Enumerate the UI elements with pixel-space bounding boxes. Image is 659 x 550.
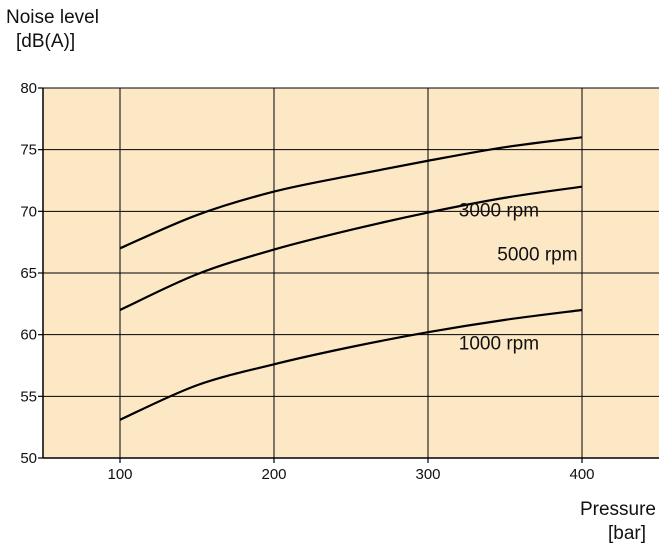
series-label-1000-rpm: 1000 rpm <box>459 333 539 354</box>
axes <box>38 87 659 463</box>
x-tick-label-200: 200 <box>261 466 286 483</box>
series-label-5000-rpm: 5000 rpm <box>497 245 577 266</box>
y-tick-label-65: 65 <box>20 265 37 282</box>
x-axis-unit: [bar] <box>607 523 646 544</box>
y-axis-title: Noise level <box>6 7 99 28</box>
x-tick-label-300: 300 <box>415 466 440 483</box>
x-tick-label-100: 100 <box>107 466 132 483</box>
series-line-1000-rpm <box>119 308 583 421</box>
y-tick-label-80: 80 <box>20 80 37 97</box>
grid-lines <box>43 87 659 458</box>
series-lines <box>119 136 583 421</box>
y-tick-label-55: 55 <box>20 388 37 405</box>
y-tick-label-50: 50 <box>20 450 37 467</box>
y-tick-label-60: 60 <box>20 327 37 344</box>
series-label-3000-rpm: 3000 rpm <box>459 200 539 221</box>
series-line-3000-rpm <box>119 185 583 311</box>
series-line-5000-rpm <box>119 136 583 250</box>
tick-labels: 50 55 60 65 70 75 80 100 200 300 400 <box>20 80 594 483</box>
y-axis-unit: [dB(A)] <box>16 31 76 52</box>
x-tick-label-400: 400 <box>569 466 594 483</box>
series-labels: 5000 rpm 3000 rpm 1000 rpm <box>459 200 578 354</box>
y-axis-label: Noise level [dB(A)] <box>6 6 99 54</box>
x-axis-title: Pressure <box>579 499 656 520</box>
y-tick-label-70: 70 <box>20 203 37 220</box>
y-tick-label-75: 75 <box>20 142 37 159</box>
x-axis-label: Pressure [bar] <box>580 498 656 546</box>
